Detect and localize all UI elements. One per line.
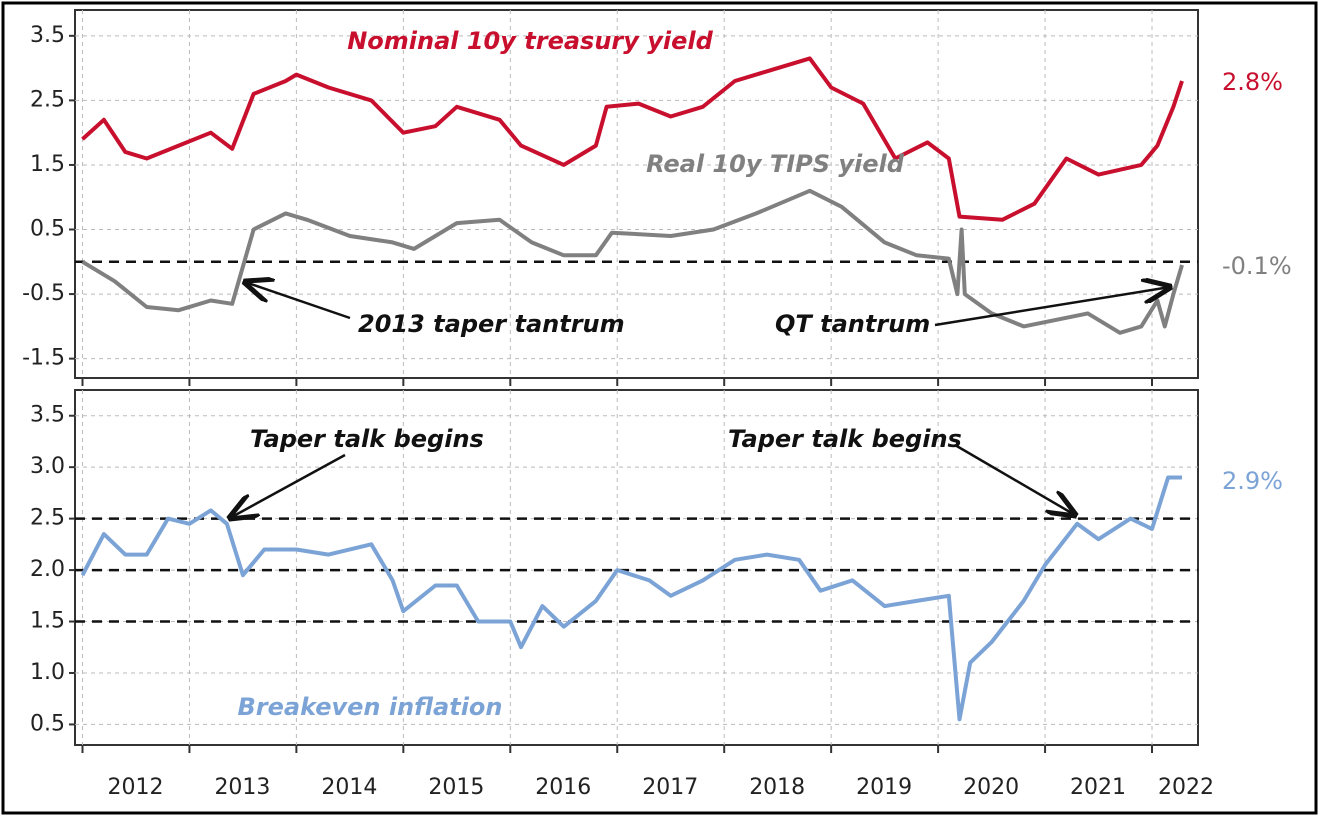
annotation: Taper talk begins xyxy=(250,425,484,453)
x-tick-label: 2019 xyxy=(856,775,912,800)
end-label: 2.8% xyxy=(1222,68,1283,96)
annotation: 2013 taper tantrum xyxy=(358,310,625,338)
y-tick-label: 0.5 xyxy=(30,217,65,242)
y-tick-label: 3.5 xyxy=(30,23,65,48)
x-tick-label: 2013 xyxy=(214,775,270,800)
y-tick-label: 1.5 xyxy=(30,609,65,634)
y-tick-label: 1.5 xyxy=(30,152,65,177)
x-tick-label: 2020 xyxy=(963,775,1019,800)
x-tick-label: 2016 xyxy=(535,775,591,800)
y-tick-label: -0.5 xyxy=(22,281,65,306)
annotation: Taper talk begins xyxy=(728,425,962,453)
end-label: -0.1% xyxy=(1222,252,1292,280)
series-label: Breakeven inflation xyxy=(237,693,502,721)
x-tick-label: 2018 xyxy=(749,775,805,800)
x-tick-label: 2017 xyxy=(642,775,698,800)
annotation-arrow xyxy=(230,453,346,518)
y-tick-label: 2.5 xyxy=(30,506,65,531)
plot-area xyxy=(74,389,1199,746)
y-tick-label: 2.5 xyxy=(30,87,65,112)
end-label: 2.9% xyxy=(1222,467,1283,495)
plot-area xyxy=(74,9,1199,379)
annotation-arrow xyxy=(934,287,1170,327)
x-tick-label: 2014 xyxy=(321,775,377,800)
series-line xyxy=(81,56,1184,222)
series-label: Real 10y TIPS yield xyxy=(646,150,905,178)
series-label: Nominal 10y treasury yield xyxy=(347,27,713,55)
annotation: QT tantrum xyxy=(775,310,930,338)
x-tick-label: 2022 xyxy=(1158,775,1214,800)
y-tick-label: 2.0 xyxy=(30,557,65,582)
x-tick-label: 2012 xyxy=(107,775,163,800)
annotation-arrow xyxy=(954,443,1075,515)
x-tick-label: 2021 xyxy=(1070,775,1126,800)
y-tick-label: 1.0 xyxy=(30,660,65,685)
series-line xyxy=(81,188,1184,335)
y-tick-label: 3.5 xyxy=(30,403,65,428)
y-tick-label: 3.0 xyxy=(30,454,65,479)
series-line xyxy=(80,475,1182,722)
annotation-arrow xyxy=(245,282,351,320)
x-tick-label: 2015 xyxy=(428,775,484,800)
y-tick-label: -1.5 xyxy=(22,346,65,371)
y-tick-label: 0.5 xyxy=(30,711,65,736)
